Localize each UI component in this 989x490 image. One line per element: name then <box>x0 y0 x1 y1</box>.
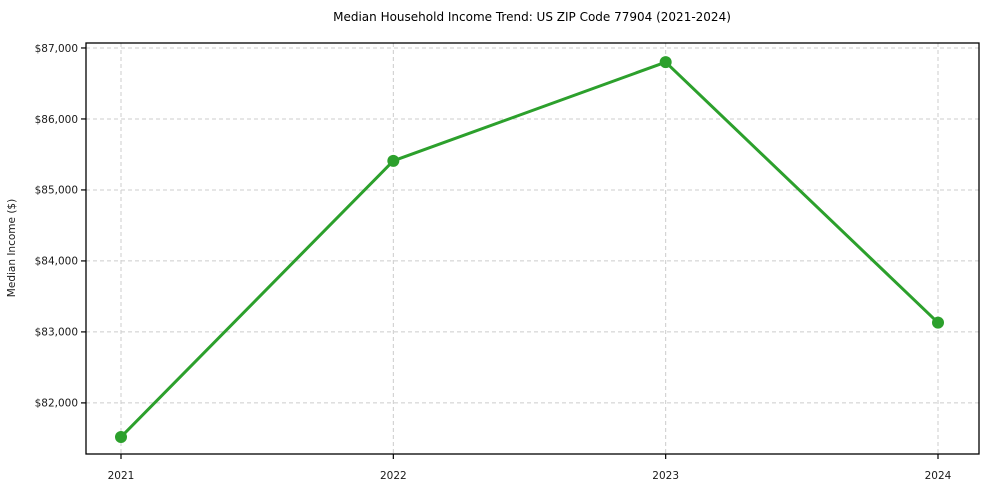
x-tick-label: 2023 <box>652 470 679 482</box>
data-point-marker <box>932 316 944 329</box>
axes-and-ticks: $82,000 $83,000 $84,000 $85,000 $86,000 $87,0… <box>35 42 980 482</box>
gridlines <box>86 43 979 454</box>
x-tick-label: 2021 <box>108 470 135 482</box>
data-point-marker <box>659 56 672 69</box>
y-axis-label: Median Income ($) <box>6 199 18 297</box>
x-tick-label: 2022 <box>380 470 407 482</box>
y-tick-label: $86,000 <box>35 114 78 126</box>
y-tick-label: $84,000 <box>35 256 78 268</box>
plot-frame <box>85 42 980 455</box>
trend-line <box>119 60 940 439</box>
y-tick-label: $85,000 <box>35 185 78 197</box>
y-tick-label: $83,000 <box>35 327 78 339</box>
income-line-series <box>115 56 944 443</box>
y-tick-label: $87,000 <box>35 43 78 55</box>
data-point-marker <box>387 154 400 167</box>
x-tick-label: 2024 <box>925 470 952 482</box>
y-tick-label: $82,000 <box>35 398 78 410</box>
data-point-marker <box>115 430 127 443</box>
chart-title: Median Household Income Trend: US ZIP Co… <box>333 10 731 24</box>
